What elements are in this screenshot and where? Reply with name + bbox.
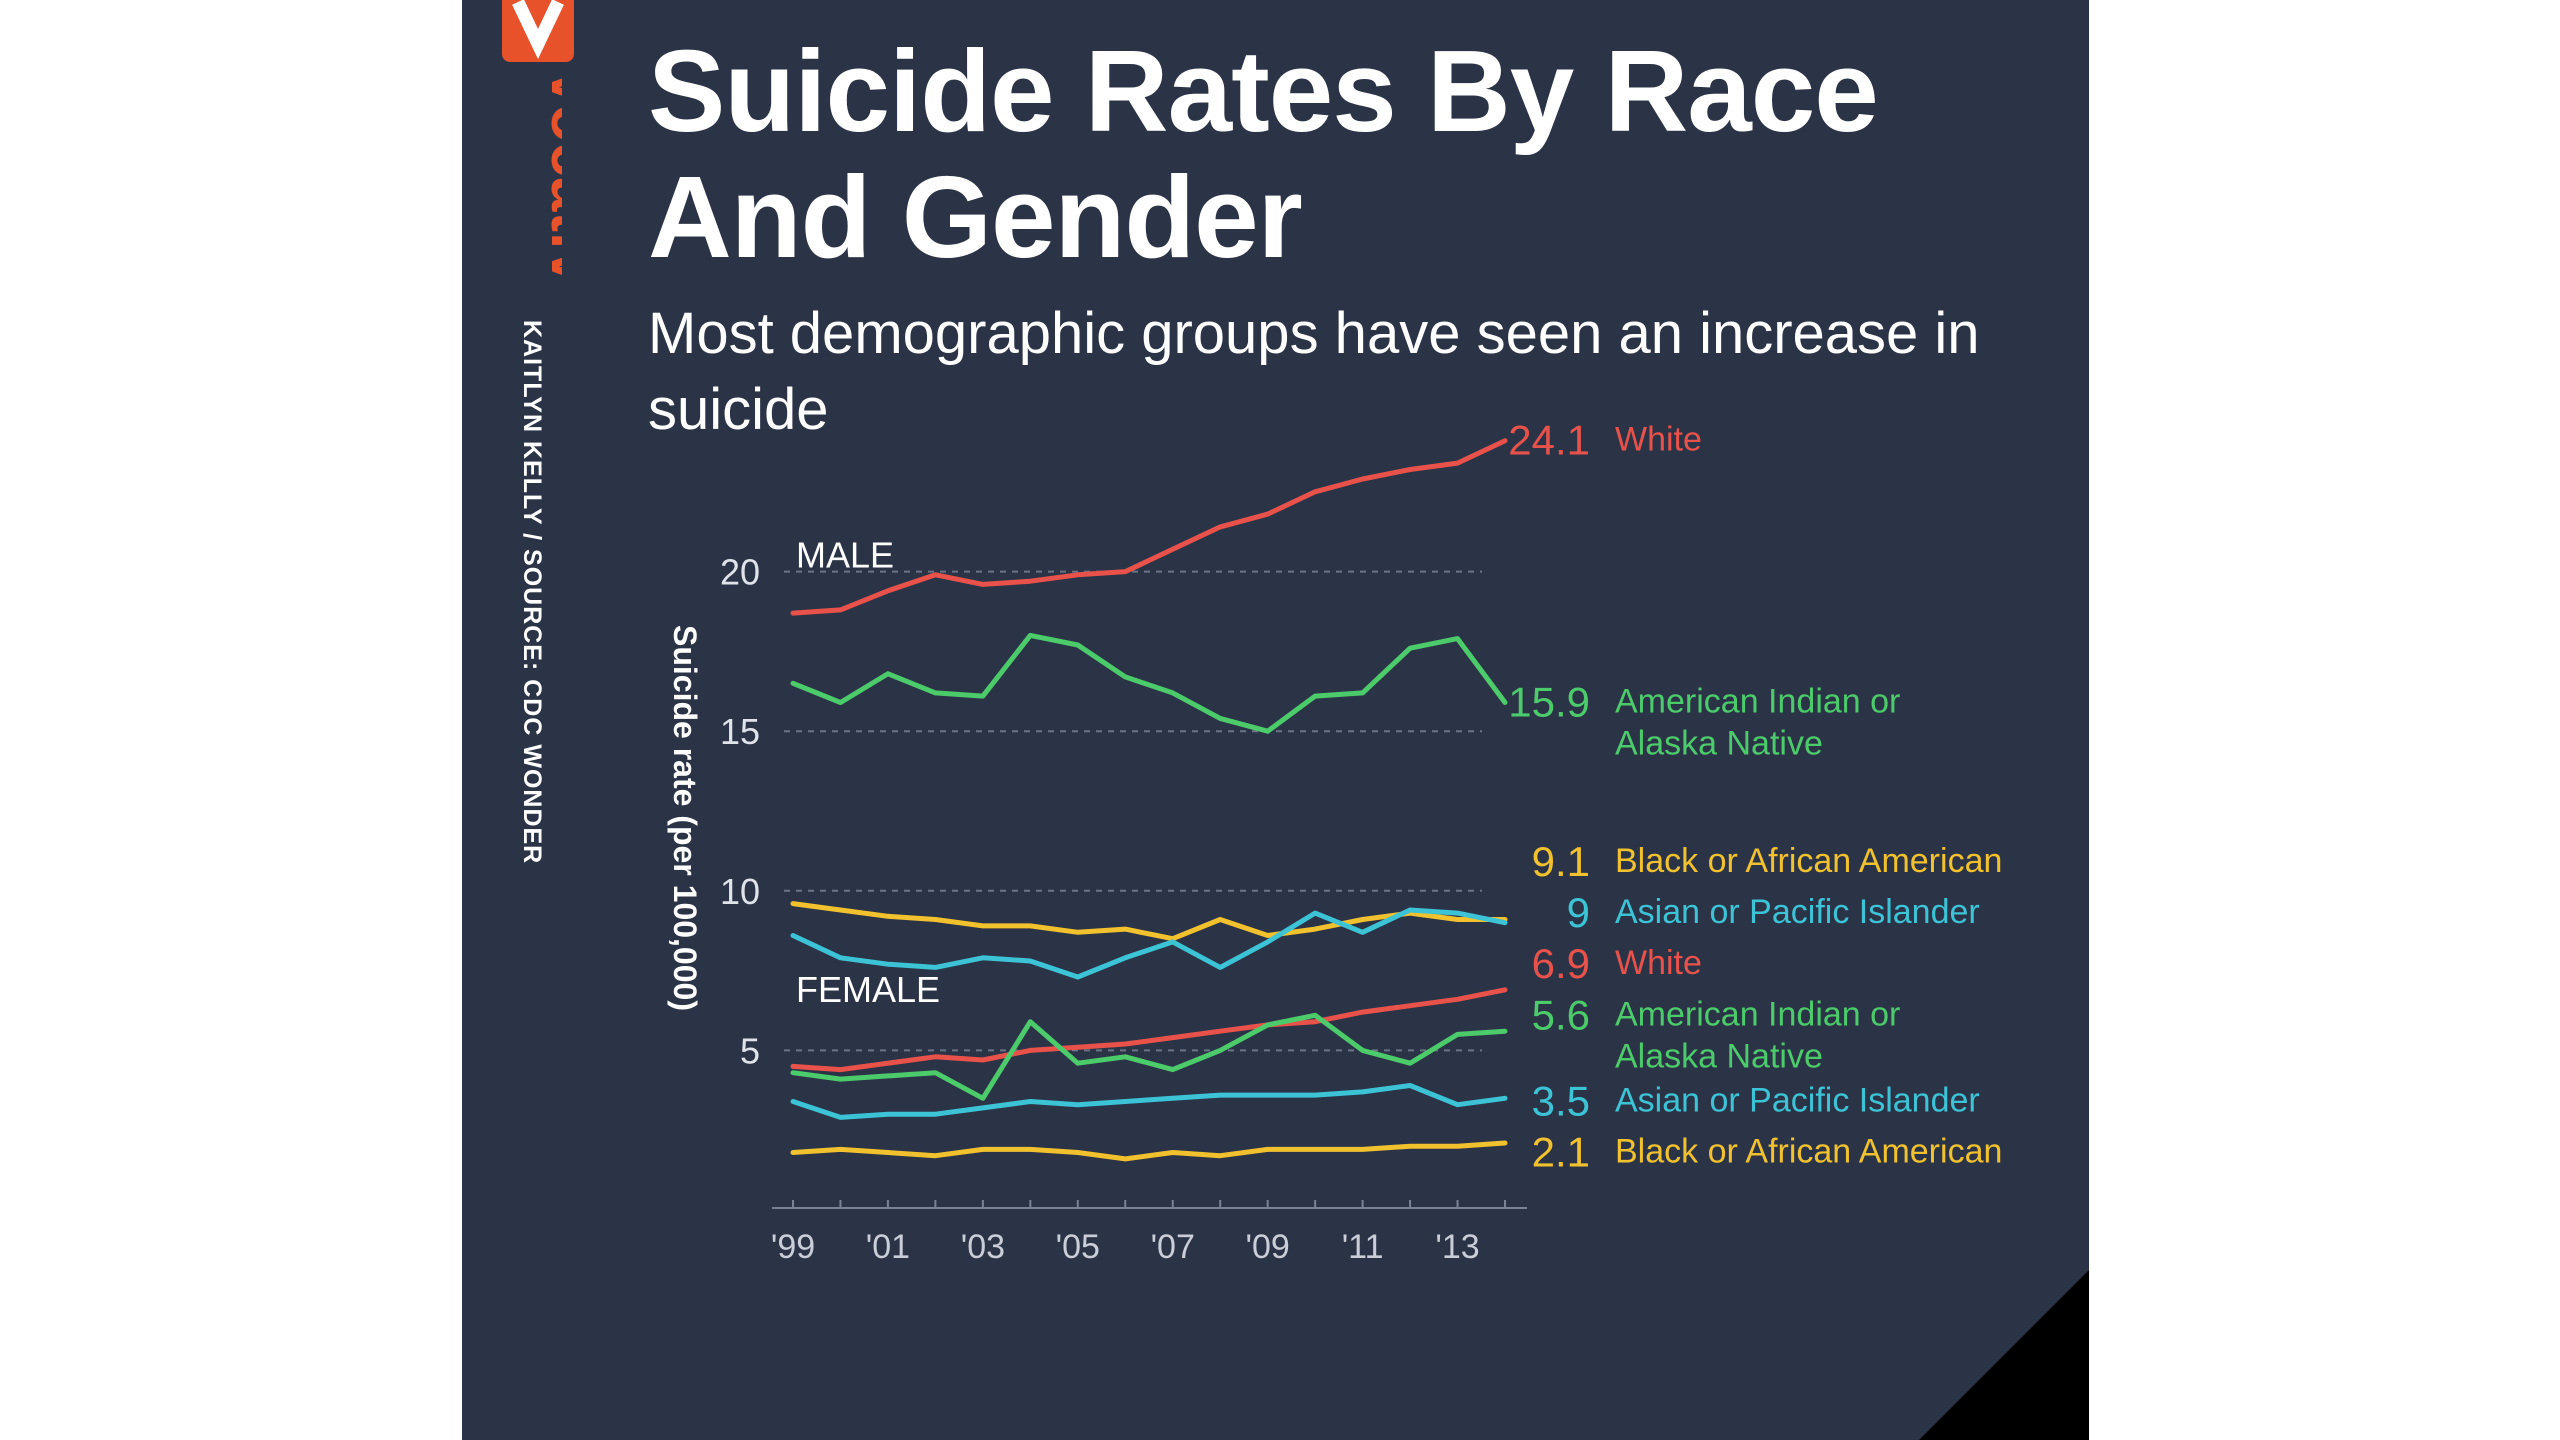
- series-name-label: American Indian or: [1615, 682, 1900, 720]
- x-tick-label: '09: [1246, 1228, 1290, 1266]
- y-tick-label: 20: [720, 552, 760, 593]
- x-tick-label: '03: [961, 1228, 1005, 1266]
- series-line: [790, 1083, 1508, 1120]
- series-name-label: Asian or Pacific Islander: [1615, 1081, 1980, 1119]
- y-tick-label: 10: [720, 871, 760, 912]
- chart-title: Suicide Rates By Race And Gender: [648, 26, 1879, 282]
- end-value-label: 9.1: [1532, 838, 1590, 885]
- byline-text: KAITLYN KELLY / SOURCE: CDC WONDER: [518, 320, 546, 864]
- series-line: [790, 1140, 1508, 1162]
- group-label: MALE: [796, 535, 894, 576]
- series-line: [790, 438, 1508, 616]
- series-line: [790, 907, 1508, 980]
- line-chart: 5 10 15 20 '99 '01 '03 '05 '07 '09 '11 '13 Suicide r…: [667, 417, 2002, 1266]
- end-value-label: 9: [1567, 889, 1590, 936]
- x-tick-label: '11: [1342, 1228, 1384, 1266]
- x-tick-label: '99: [771, 1228, 815, 1266]
- series-name-label: Asian or Pacific Islander: [1615, 893, 1980, 931]
- series-line: [790, 1012, 1508, 1101]
- series-name-label: White: [1615, 944, 1702, 982]
- series-line: [790, 632, 1508, 734]
- x-tick-label: '01: [866, 1228, 910, 1266]
- vocativ-logo: [502, 0, 574, 62]
- y-tick-label: 15: [720, 711, 760, 752]
- series-line: [790, 987, 1508, 1073]
- series-name-label: Black or African American: [1615, 842, 2002, 880]
- byline: KAITLYN KELLY / SOURCE: CDC WONDER: [510, 320, 560, 920]
- series-name-label: American Indian or: [1615, 995, 1900, 1033]
- x-tick-label: '13: [1435, 1228, 1479, 1266]
- end-value-label: 3.5: [1532, 1077, 1590, 1124]
- chart-subtitle: Most demographic groups have seen an inc…: [648, 301, 1980, 442]
- end-value-label: 24.1: [1508, 417, 1590, 464]
- infographic-panel: vocativ KAITLYN KELLY / SOURCE: CDC WOND…: [462, 0, 2089, 1440]
- series-name-label: White: [1615, 421, 1702, 459]
- x-tick-label: '05: [1056, 1228, 1100, 1266]
- series-name-label: Alaska Native: [1615, 724, 1823, 762]
- corner-fold: [1919, 1270, 2089, 1440]
- end-value-label: 6.9: [1532, 940, 1590, 987]
- series-name-label: Black or African American: [1615, 1133, 2002, 1171]
- x-tick-label: '07: [1151, 1228, 1195, 1266]
- group-label: FEMALE: [796, 969, 940, 1010]
- end-value-label: 15.9: [1508, 678, 1590, 725]
- end-value-label: 5.6: [1532, 991, 1590, 1038]
- y-tick-label: 5: [740, 1030, 760, 1071]
- y-axis-label: Suicide rate (per 100,000): [667, 625, 703, 1011]
- end-value-label: 2.1: [1532, 1129, 1590, 1176]
- series-name-label: Alaska Native: [1615, 1037, 1823, 1075]
- series-line: [790, 901, 1508, 942]
